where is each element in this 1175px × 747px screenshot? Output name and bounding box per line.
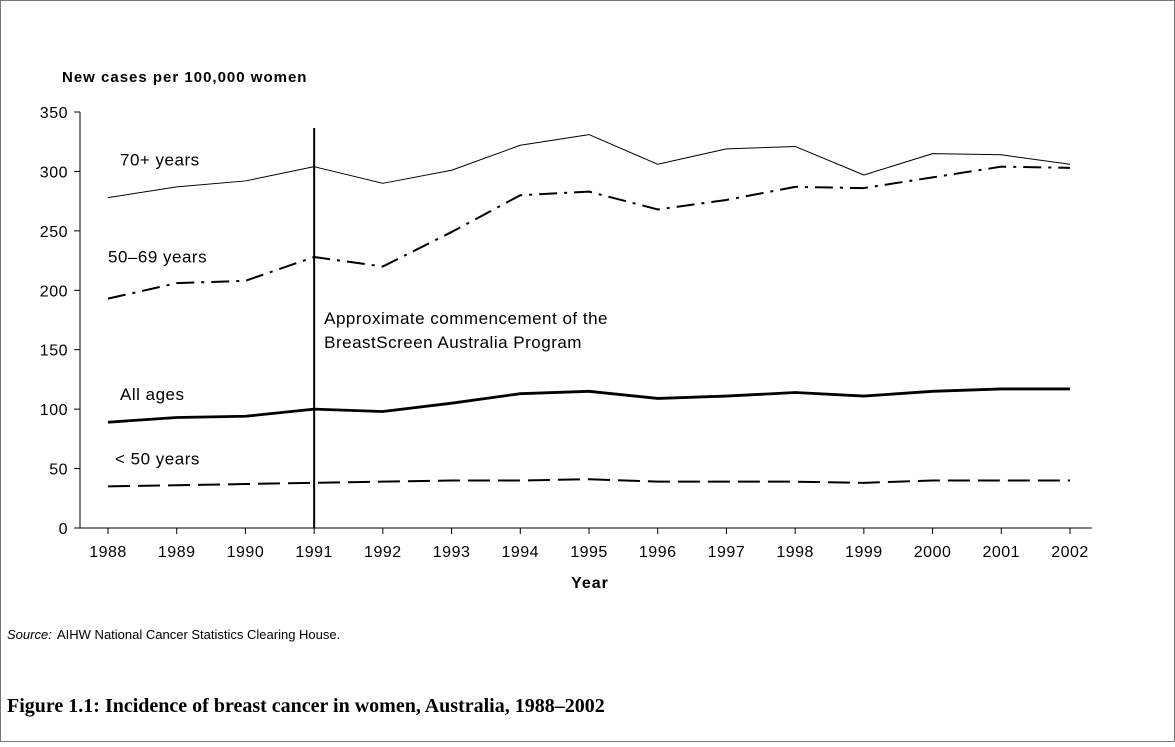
x-tick-label: 1999 [845,544,883,561]
series-line [107,478,1070,488]
series-line [107,387,1070,424]
series-label: < 50 years [115,449,200,468]
x-tick-label: 1995 [570,544,608,561]
x-tick-label: 1994 [501,544,539,561]
x-tick-label: 1991 [295,544,333,561]
x-tick-label: 1988 [89,544,127,561]
caption: Figure 1.1: Incidence of breast cancer i… [7,695,605,717]
x-tick-label: 1992 [364,544,402,561]
x-tick-label: 2001 [982,544,1020,561]
annotation: BreastScreen Australia Program [324,333,582,352]
source-label: Source: [7,627,52,642]
x-tick-label: 1989 [158,544,196,561]
y-axis-label: New cases per 100,000 women [62,69,307,86]
series-line [107,165,1071,300]
x-tick-label: 2002 [1051,544,1089,561]
y-tick-label: 100 [40,402,68,419]
x-axis-label: Year [571,575,609,592]
x-tick-label: 2000 [914,544,952,561]
source-text: AIHW National Cancer Statistics Clearing… [57,627,340,642]
y-tick-label: 150 [40,343,68,360]
y-tick-label: 250 [40,224,68,241]
x-tick-label: 1996 [639,544,677,561]
annotation: Approximate commencement of the [324,309,608,328]
x-tick-label: 1998 [776,544,814,561]
y-tick-label: 200 [40,283,68,300]
y-tick-label: 50 [49,462,68,479]
y-tick-label: 0 [59,521,68,538]
series-label: 70+ years [120,151,200,170]
series-line [107,134,1071,199]
x-tick-label: 1990 [227,544,265,561]
y-tick-label: 300 [40,164,68,181]
x-tick-label: 1993 [433,544,471,561]
y-tick-label: 350 [40,105,68,122]
series-label: All ages [120,385,184,404]
x-tick-label: 1997 [708,544,746,561]
series-label: 50–69 years [108,248,207,267]
